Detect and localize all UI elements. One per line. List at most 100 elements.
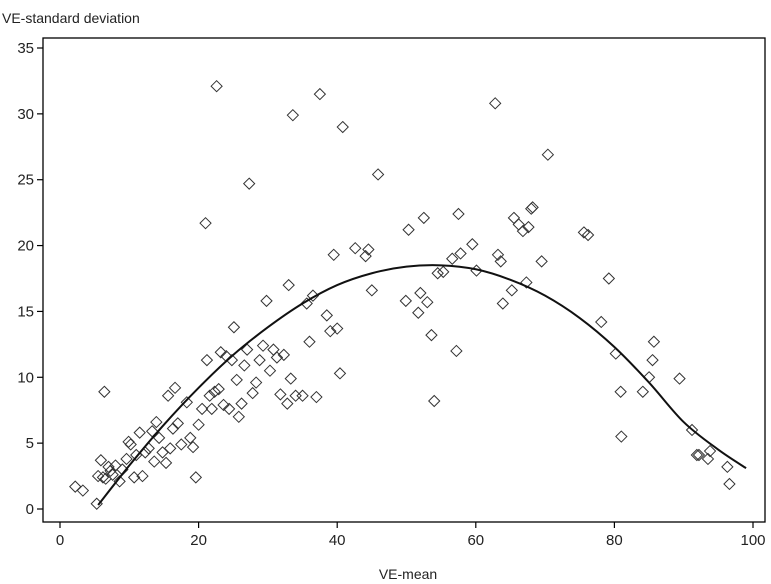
data-point xyxy=(69,480,82,493)
data-point xyxy=(256,339,270,352)
data-point xyxy=(520,276,533,289)
data-point xyxy=(636,385,650,398)
data-point xyxy=(109,459,122,472)
data-point xyxy=(615,430,628,443)
data-point xyxy=(336,120,349,134)
data-point xyxy=(222,402,236,416)
data-point xyxy=(306,289,320,302)
data-point xyxy=(703,444,717,458)
data-point xyxy=(414,286,427,300)
data-point xyxy=(120,452,133,466)
data-point xyxy=(286,108,300,122)
data-point xyxy=(690,448,704,462)
fit-curve-line xyxy=(97,264,747,506)
data-point xyxy=(402,223,415,236)
data-point xyxy=(148,455,161,468)
data-point xyxy=(227,321,241,334)
data-point xyxy=(526,201,539,214)
data-point xyxy=(124,438,137,451)
x-axis: 0 20 40 60 80 100 xyxy=(56,522,766,549)
data-point xyxy=(505,284,519,297)
data-point xyxy=(452,207,465,221)
data-point xyxy=(142,442,155,455)
data-point xyxy=(324,324,337,338)
data-point xyxy=(122,435,135,449)
data-point xyxy=(466,238,479,251)
data-point xyxy=(76,484,90,497)
data-point xyxy=(260,294,273,308)
data-point xyxy=(253,353,266,367)
data-point xyxy=(646,353,659,367)
data-point xyxy=(428,394,441,408)
data-point xyxy=(267,343,280,356)
data-point xyxy=(692,448,706,462)
y-tick-label: 25 xyxy=(17,172,34,189)
y-tick-label: 10 xyxy=(17,369,34,386)
data-point xyxy=(425,328,438,342)
data-point xyxy=(320,309,334,322)
data-point xyxy=(349,241,362,255)
data-point xyxy=(98,385,111,398)
data-point xyxy=(491,248,505,261)
data-point xyxy=(516,224,530,238)
data-point xyxy=(175,438,188,451)
data-point xyxy=(488,97,502,110)
data-point xyxy=(192,418,205,431)
data-point xyxy=(163,442,177,455)
y-tick-label: 0 xyxy=(26,501,34,518)
data-point xyxy=(431,267,444,280)
data-point xyxy=(685,423,699,437)
data-point xyxy=(723,477,736,491)
y-tick-label: 20 xyxy=(17,238,34,255)
data-point xyxy=(581,228,595,242)
x-tick-label: 20 xyxy=(190,532,207,549)
scatter-points xyxy=(69,79,736,510)
y-tick-label: 5 xyxy=(26,435,34,452)
data-point xyxy=(166,422,180,435)
data-point xyxy=(208,385,221,398)
data-point xyxy=(450,344,463,358)
data-point xyxy=(242,177,256,190)
data-point xyxy=(496,297,510,310)
data-point xyxy=(94,454,108,467)
data-point xyxy=(421,296,434,309)
data-point xyxy=(96,471,110,484)
data-point xyxy=(189,471,203,484)
data-point xyxy=(171,417,185,430)
data-point xyxy=(399,294,413,308)
data-point xyxy=(454,247,467,260)
data-point xyxy=(205,402,218,416)
x-tick-label: 40 xyxy=(329,532,346,549)
data-point xyxy=(249,376,263,389)
data-point xyxy=(609,347,622,360)
data-point xyxy=(195,402,209,416)
y-tick-label: 35 xyxy=(17,40,34,57)
data-point xyxy=(721,460,734,474)
data-point xyxy=(602,272,616,285)
data-point xyxy=(300,297,313,310)
data-point xyxy=(212,382,225,396)
data-point xyxy=(156,446,169,459)
data-point xyxy=(199,216,212,230)
data-point xyxy=(104,464,117,478)
data-point xyxy=(210,79,223,93)
data-point xyxy=(113,475,126,488)
x-axis-title: VE-mean xyxy=(379,566,437,582)
data-point xyxy=(161,389,175,402)
data-point xyxy=(281,397,294,410)
data-point xyxy=(180,396,194,409)
y-tick-label: 15 xyxy=(17,303,34,320)
y-axis-title: VE-standard deviation xyxy=(2,10,140,26)
data-point xyxy=(362,243,375,256)
data-point xyxy=(91,469,105,483)
data-point xyxy=(274,388,287,401)
data-point xyxy=(217,398,230,412)
data-point xyxy=(541,148,555,161)
data-point xyxy=(437,265,450,279)
data-point xyxy=(184,431,197,445)
data-point xyxy=(159,456,173,470)
data-point xyxy=(186,440,200,454)
data-point xyxy=(507,211,521,225)
data-point xyxy=(277,348,291,362)
x-tick-label: 80 xyxy=(606,532,623,549)
